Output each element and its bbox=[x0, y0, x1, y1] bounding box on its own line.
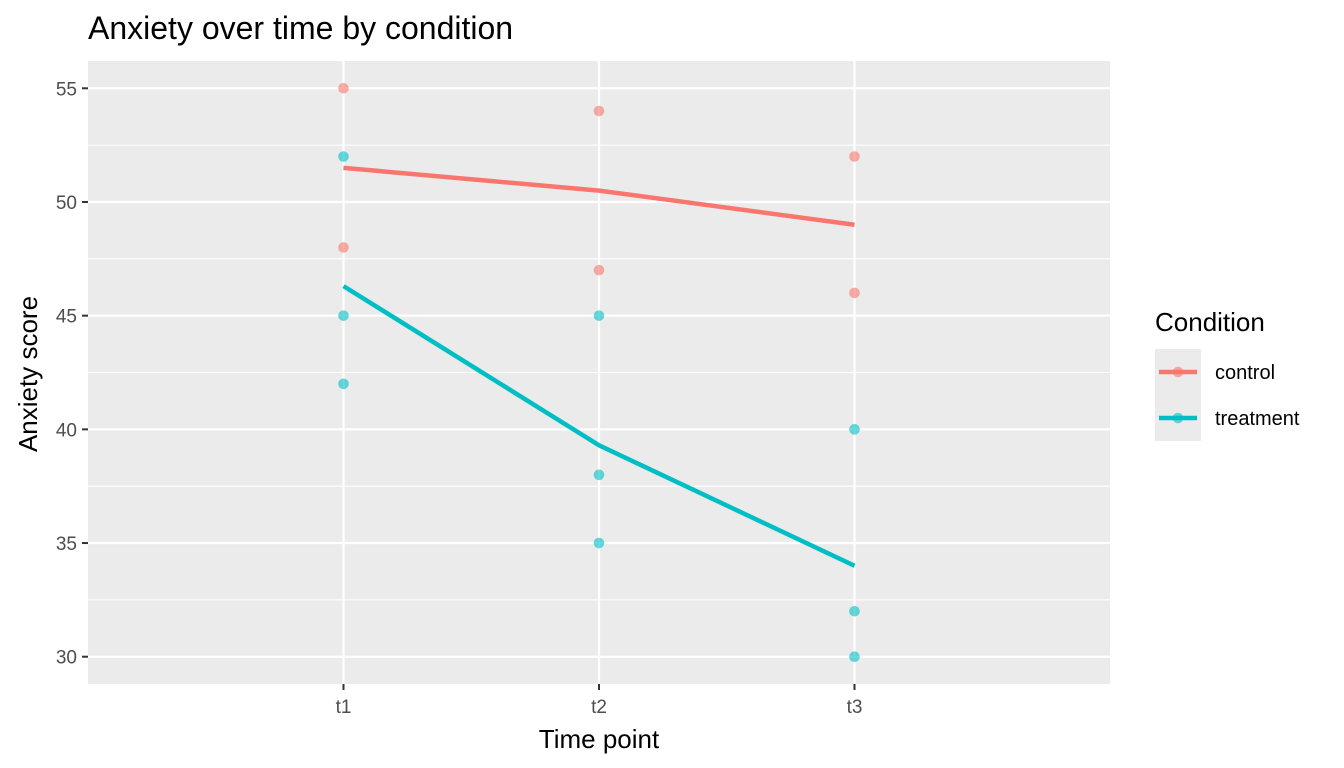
data-point-treatment bbox=[593, 537, 605, 549]
x-tick-label: t1 bbox=[336, 697, 352, 718]
data-point-treatment bbox=[338, 151, 349, 162]
legend-key-point bbox=[1172, 366, 1184, 378]
y-tick-label: 55 bbox=[56, 79, 77, 100]
x-tick-label: t3 bbox=[847, 697, 863, 718]
data-point-control bbox=[593, 264, 605, 276]
legend-item-treatment: treatment bbox=[1155, 395, 1300, 441]
data-point-control bbox=[338, 82, 349, 94]
data-point-treatment bbox=[849, 651, 860, 663]
legend-label: treatment bbox=[1215, 408, 1300, 430]
y-tick-label: 50 bbox=[56, 193, 77, 214]
data-point-treatment bbox=[338, 378, 349, 390]
legend: Condition control treatment bbox=[1155, 307, 1300, 441]
data-point-treatment bbox=[593, 469, 605, 481]
legend-key-point bbox=[1172, 412, 1184, 424]
data-point-treatment bbox=[849, 424, 860, 435]
x-axis-title: Time point bbox=[539, 724, 660, 754]
data-point-treatment bbox=[849, 605, 860, 617]
legend-label: control bbox=[1215, 362, 1275, 384]
legend-item-control: control bbox=[1155, 349, 1275, 395]
y-axis-title: Anxiety score bbox=[13, 296, 43, 452]
data-point-control bbox=[593, 105, 605, 117]
x-axis: t1 t2 t3 bbox=[336, 684, 863, 718]
data-point-treatment bbox=[593, 310, 605, 321]
plot-panel bbox=[88, 61, 1110, 684]
series-line-control bbox=[343, 165, 855, 227]
data-point-treatment bbox=[338, 310, 349, 321]
y-tick-label: 40 bbox=[56, 420, 77, 441]
data-point-control bbox=[849, 287, 860, 299]
chart-title: Anxiety over time by condition bbox=[88, 10, 513, 46]
data-point-control bbox=[338, 242, 349, 253]
y-tick-label: 45 bbox=[56, 307, 77, 328]
y-tick-label: 30 bbox=[56, 648, 77, 669]
y-tick-label: 35 bbox=[56, 534, 77, 555]
series-line-treatment bbox=[342, 284, 856, 568]
data-point-control bbox=[849, 151, 860, 162]
y-axis: 30 35 40 45 50 55 bbox=[56, 79, 88, 669]
x-tick-label: t2 bbox=[591, 697, 607, 718]
legend-title: Condition bbox=[1155, 307, 1265, 337]
